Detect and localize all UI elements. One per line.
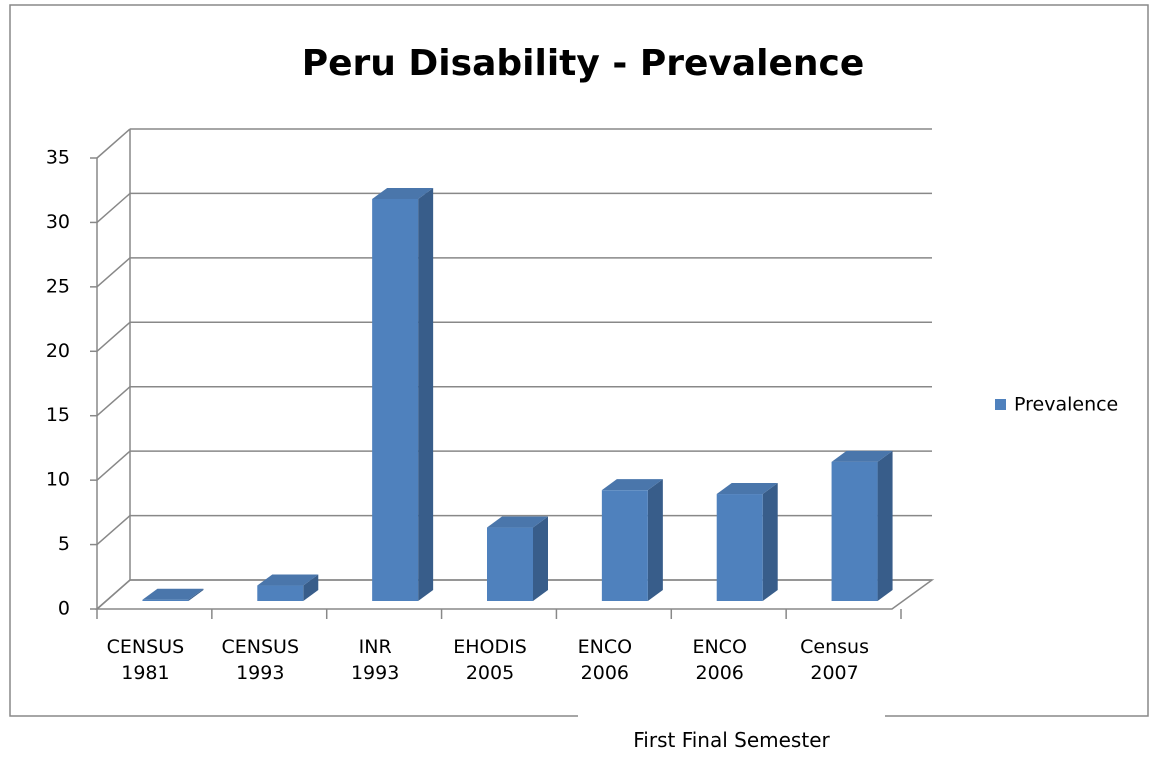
caption: First Final Semester [578,702,885,752]
bar-side [188,588,204,601]
grid-line-side [96,257,131,288]
grid-line-side [96,386,131,417]
x-tick-label: INR 1993 [350,636,400,684]
chart-border [9,4,1149,717]
bar-side [418,187,434,602]
bar-top [716,483,778,495]
bar-side [533,516,548,601]
x-tick-label: EHODIS 2005 [453,636,527,684]
bar-top [142,588,204,600]
bar-side [877,450,893,601]
chart-title: Peru Disability - Prevalence [302,43,865,84]
bar-top [487,516,548,528]
bar [372,198,419,602]
bar [716,494,763,601]
y-tick-label: 5 [58,533,70,555]
bar-side [762,483,778,601]
bar-top [601,479,663,491]
bar [257,585,304,601]
grid-line-side [96,579,131,610]
grid-line-side [96,128,131,159]
bar-top [831,450,893,462]
y-tick-label: 10 [46,469,70,491]
bar [142,599,189,601]
x-tick-label: CENSUS 1993 [221,636,300,684]
grid-line-side [96,450,131,481]
x-tick-label: Census 2007 [800,636,869,684]
bar [831,461,878,601]
legend-swatch [995,399,1006,410]
x-tick-label: ENCO 2006 [692,636,747,684]
page: {"chart_data": {"type": "bar3d", "title"… [9,4,1149,752]
bar-side [647,479,663,601]
grid-line-side [96,515,131,546]
grid-line-side [96,192,131,223]
chart: Peru Disability - Prevalence 0 5 10 15 20 25 3… [9,4,1149,717]
y-tick-label: 15 [46,404,70,426]
legend-label: Prevalence [1014,394,1118,416]
x-tick-label: ENCO 2006 [577,636,633,684]
y-tick-label: 25 [46,275,70,297]
bar [487,527,533,601]
y-tick-label: 35 [46,147,70,169]
y-tick-label: 0 [58,598,70,620]
bar-side [303,574,319,601]
y-tick-label: 20 [46,340,70,362]
bar-top [372,187,434,199]
bar [601,490,648,601]
bar-top [257,574,319,586]
y-tick-label: 30 [46,211,70,233]
grid-line-side [96,321,131,352]
x-tick-label: CENSUS 1981 [106,636,185,684]
